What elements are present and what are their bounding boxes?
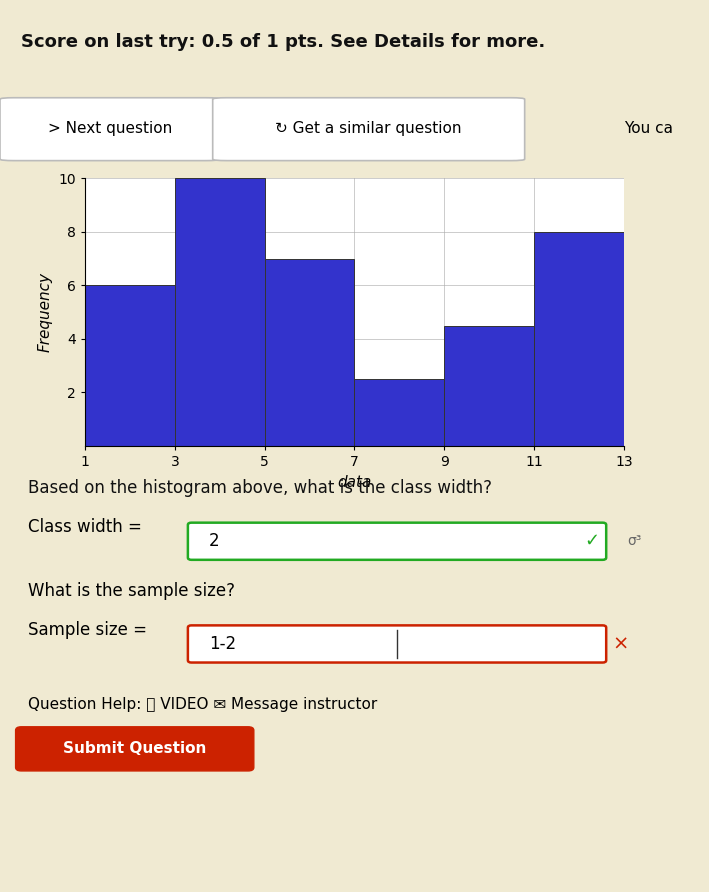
FancyBboxPatch shape: [0, 98, 220, 161]
Text: ×: ×: [612, 634, 629, 653]
Text: Sample size =: Sample size =: [28, 621, 152, 639]
Text: σ³: σ³: [627, 534, 642, 548]
Text: Question Help: 📄 VIDEO ✉ Message instructor: Question Help: 📄 VIDEO ✉ Message instruc…: [28, 698, 378, 713]
Text: You ca: You ca: [625, 121, 674, 136]
X-axis label: data: data: [337, 475, 372, 490]
Bar: [354, 379, 445, 446]
Text: Submit Question: Submit Question: [63, 741, 206, 756]
Text: ✓: ✓: [584, 532, 600, 550]
Text: Score on last try: 0.5 of 1 pts. See Details for more.: Score on last try: 0.5 of 1 pts. See Det…: [21, 34, 545, 52]
FancyBboxPatch shape: [188, 625, 606, 663]
Bar: [445, 326, 534, 446]
Text: > Next question: > Next question: [48, 121, 172, 136]
Bar: [534, 232, 624, 446]
FancyBboxPatch shape: [213, 98, 525, 161]
Bar: [264, 259, 354, 446]
FancyBboxPatch shape: [188, 523, 606, 560]
Y-axis label: Frequency: Frequency: [38, 272, 53, 352]
Text: Based on the histogram above, what is the class width?: Based on the histogram above, what is th…: [28, 479, 492, 497]
Text: What is the sample size?: What is the sample size?: [28, 582, 235, 599]
Text: Class width =: Class width =: [28, 518, 147, 536]
Text: 1-2: 1-2: [209, 635, 236, 653]
FancyBboxPatch shape: [16, 727, 254, 771]
Text: 2: 2: [209, 532, 220, 550]
Text: ↻ Get a similar question: ↻ Get a similar question: [275, 121, 462, 136]
Bar: [175, 178, 264, 446]
Bar: [85, 285, 175, 446]
